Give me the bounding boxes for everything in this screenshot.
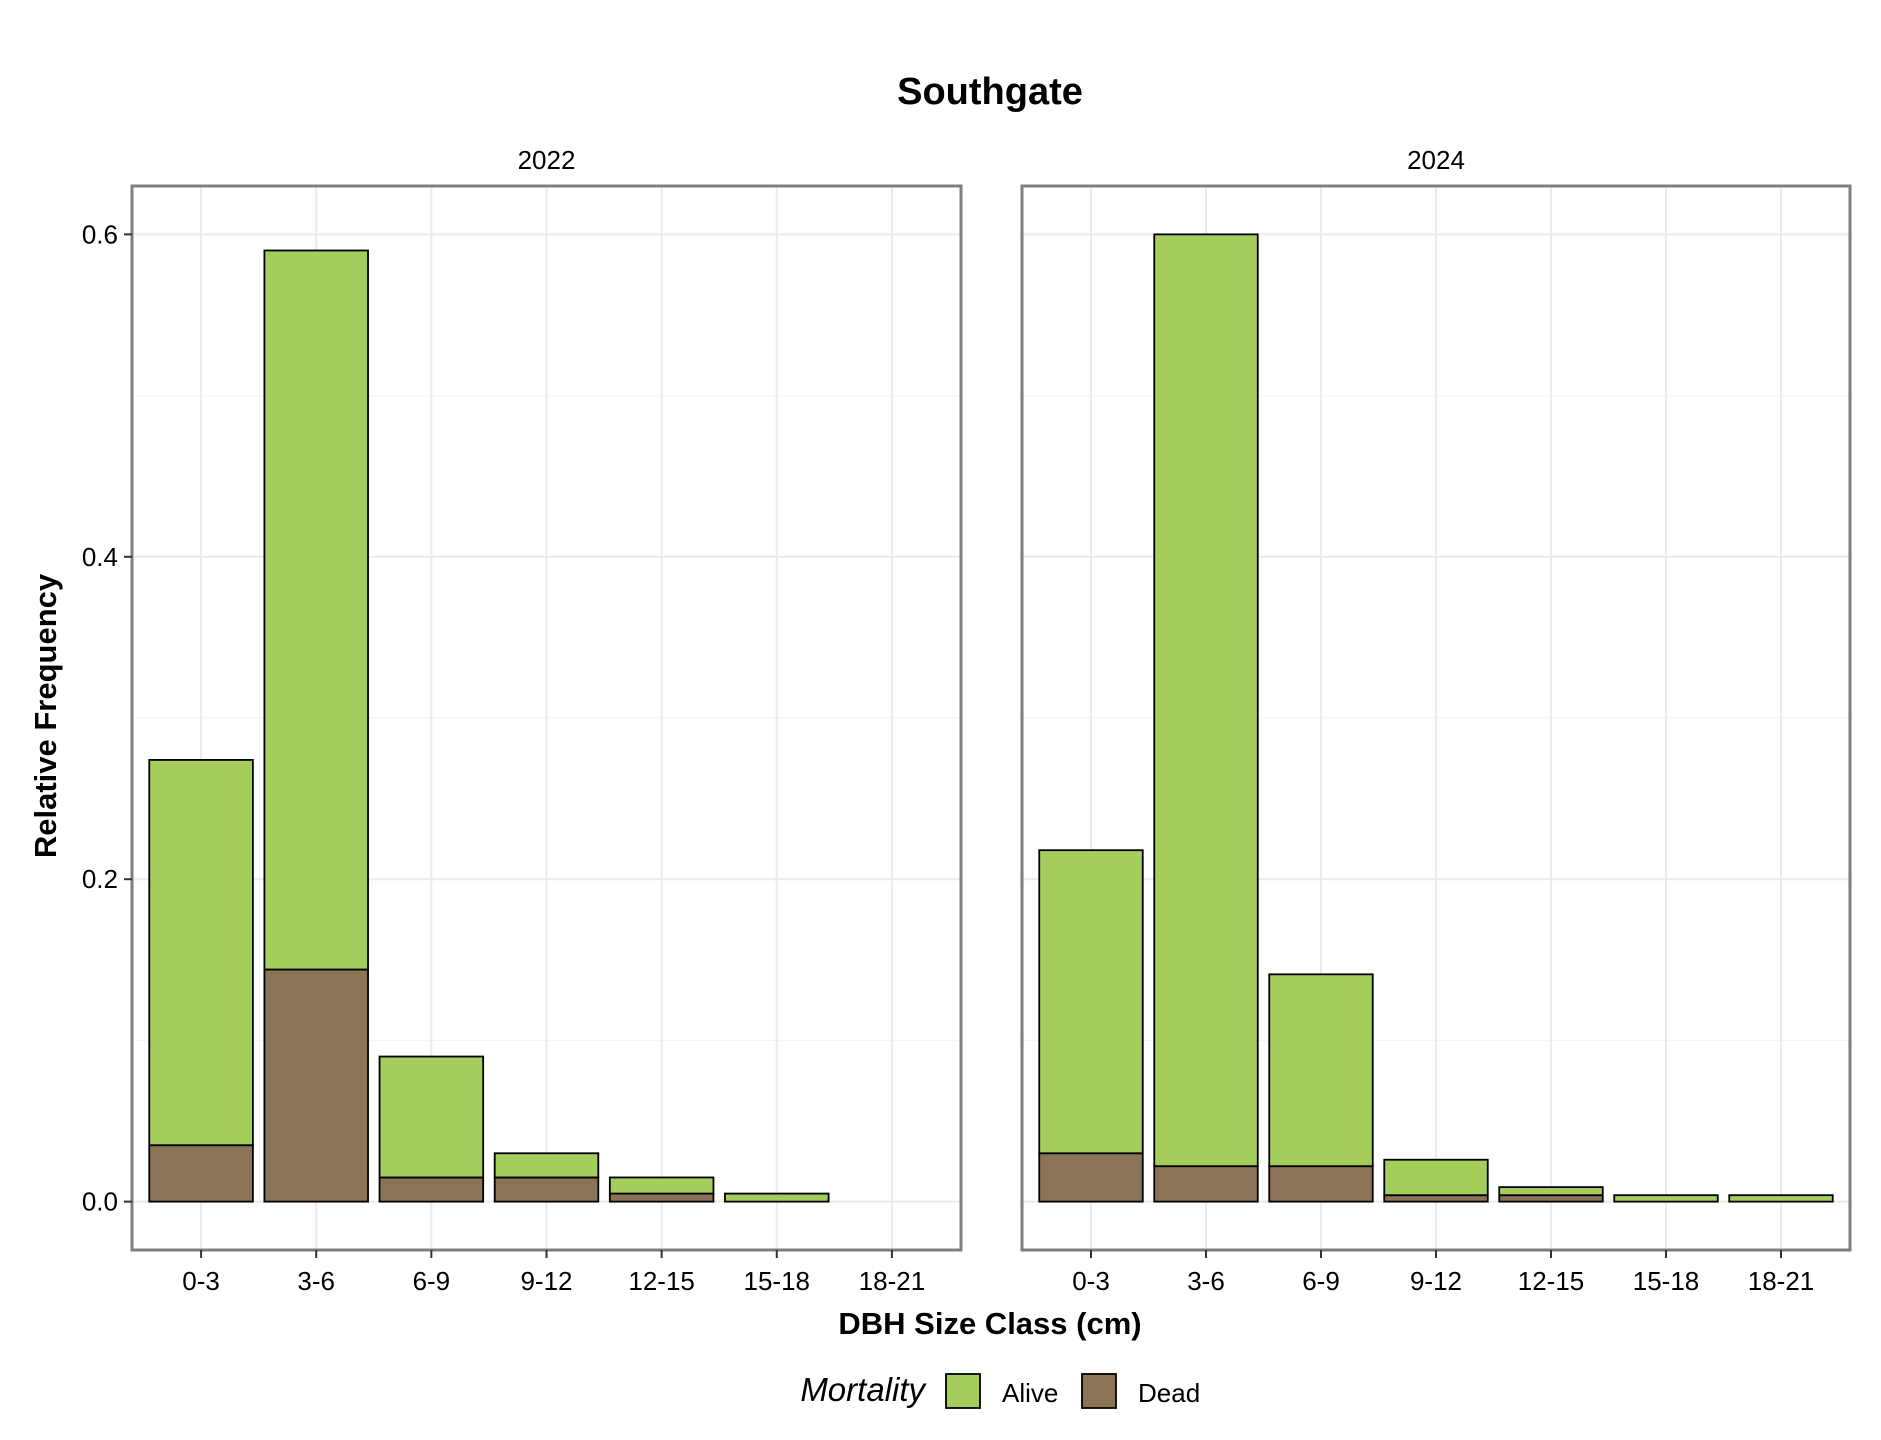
bar-alive-15-18 <box>1613 1194 1719 1203</box>
y-tick-label: 0.4 <box>82 542 118 572</box>
bar-dead-12-15 <box>608 1192 715 1203</box>
legend-item-alive: Alive <box>945 1373 1058 1409</box>
bar-alive-18-21 <box>1728 1194 1834 1203</box>
bar-alive-3-6 <box>1153 233 1259 1168</box>
panel-2022: 2022 0.0 0.2 0.4 0.6 0-3 3-6 6-9 9-12 12-15 15-18 1… <box>82 145 963 1296</box>
x-tick-label: 3-6 <box>297 1266 335 1296</box>
legend-swatch <box>1081 1373 1117 1409</box>
x-tick-label: 0-3 <box>1072 1266 1110 1296</box>
panel-2024: 2024 0-3 3-6 6-9 9-12 12-15 15-18 18-21 <box>1020 145 1852 1296</box>
y-tick-label: 0.0 <box>82 1187 118 1217</box>
bar-dead-9-12 <box>493 1176 600 1203</box>
bar-dead-3-6 <box>263 968 369 1203</box>
legend-swatch <box>945 1373 981 1409</box>
x-tick-label: 12-15 <box>628 1266 695 1296</box>
legend-label: Alive <box>1002 1378 1058 1408</box>
bar-dead-6-9 <box>1268 1165 1374 1203</box>
strip-label: 2024 <box>1407 145 1465 175</box>
x-axis-title: DBH Size Class (cm) <box>838 1306 1141 1341</box>
x-tick-label: 9-12 <box>520 1266 572 1296</box>
x-tick-label: 18-21 <box>859 1266 926 1296</box>
legend-title: Mortality <box>800 1371 927 1408</box>
bar-alive-0-3 <box>1038 849 1144 1155</box>
bar-dead-12-15 <box>1498 1194 1604 1203</box>
bar-dead-6-9 <box>378 1176 485 1203</box>
panels: 2022 0.0 0.2 0.4 0.6 0-3 3-6 6-9 9-12 12-15 15-18 1… <box>82 145 1852 1296</box>
x-tick-label: 6-9 <box>1302 1266 1340 1296</box>
x-tick-label: 3-6 <box>1187 1266 1225 1296</box>
bar-alive-0-3 <box>148 759 254 1147</box>
bar-alive-15-18 <box>724 1192 830 1203</box>
y-tick-label: 0.2 <box>82 864 118 894</box>
chart-title: Southgate <box>897 71 1083 113</box>
bar-alive-9-12 <box>493 1152 600 1179</box>
x-tick-label: 15-18 <box>1633 1266 1700 1296</box>
legend-item-dead: Dead <box>1081 1373 1200 1409</box>
legend-label: Dead <box>1138 1378 1200 1408</box>
y-tick-label: 0.6 <box>82 219 118 249</box>
x-tick-label: 6-9 <box>413 1266 451 1296</box>
legend-items: Alive Dead <box>945 1373 1200 1409</box>
bar-alive-12-15 <box>1498 1186 1604 1197</box>
x-tick-label: 18-21 <box>1748 1266 1815 1296</box>
bar-alive-6-9 <box>378 1055 485 1179</box>
x-tick-label: 15-18 <box>744 1266 811 1296</box>
bar-alive-6-9 <box>1268 973 1374 1168</box>
x-tick-label: 0-3 <box>182 1266 220 1296</box>
bar-dead-0-3 <box>1038 1152 1144 1203</box>
bar-dead-3-6 <box>1153 1165 1259 1203</box>
strip-label: 2022 <box>518 145 576 175</box>
x-tick-label: 9-12 <box>1410 1266 1462 1296</box>
x-tick-label: 12-15 <box>1518 1266 1585 1296</box>
legend: Mortality Alive Dead <box>800 1371 1200 1409</box>
bar-alive-9-12 <box>1383 1158 1489 1197</box>
y-axis-title: Relative Frequency <box>28 573 63 858</box>
bar-alive-3-6 <box>263 249 369 971</box>
bar-dead-9-12 <box>1383 1194 1489 1203</box>
bar-alive-12-15 <box>608 1176 715 1195</box>
bar-dead-0-3 <box>148 1144 254 1203</box>
